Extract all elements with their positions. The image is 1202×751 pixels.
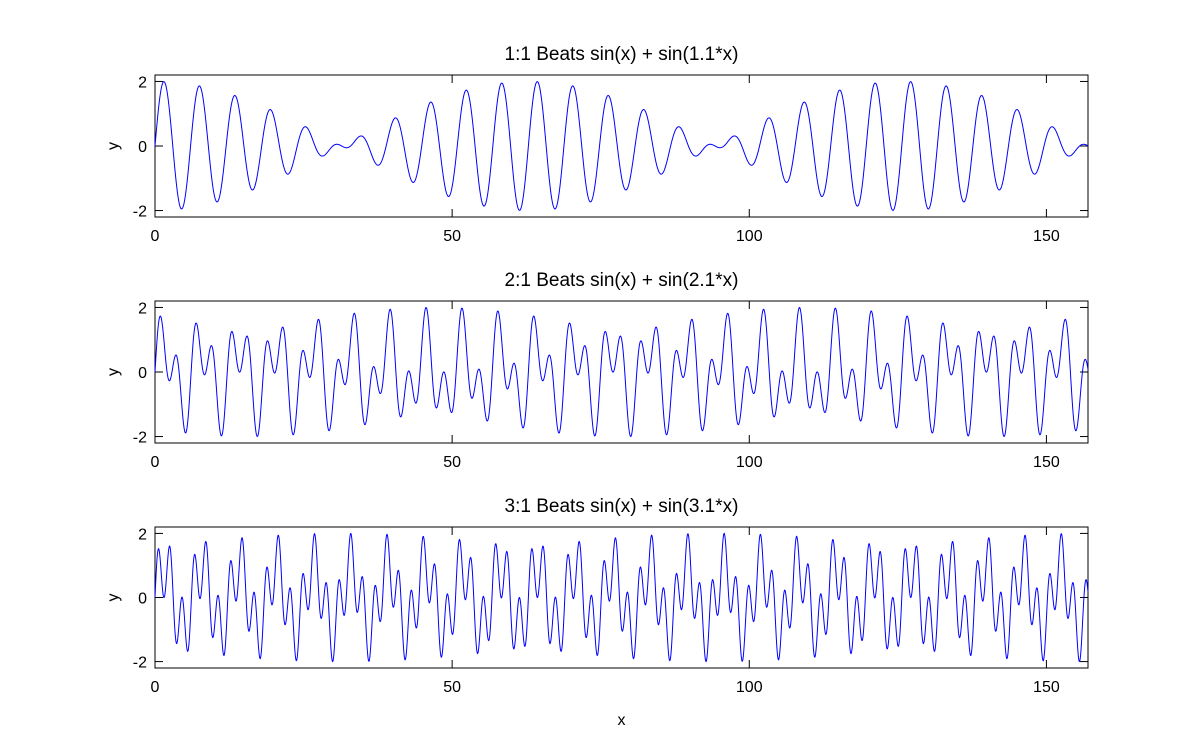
chart-3-ytick-label: 0	[138, 591, 147, 608]
chart-2-xtick-label: 150	[1033, 454, 1060, 471]
chart-1-title: 1:1 Beats sin(x) + sin(1.1*x)	[505, 44, 739, 65]
chart-1-series-line	[154, 81, 1089, 211]
chart-1-ytick-label: 2	[138, 74, 147, 91]
chart-2-xtick-label: 100	[736, 454, 763, 471]
chart-1-xtick-label: 100	[736, 228, 763, 245]
chart-2-ytick-label: -2	[133, 430, 147, 447]
chart-3-series-line	[154, 532, 1089, 663]
chart-1-ylabel: y	[105, 142, 122, 150]
chart-3-xtick-label: 0	[151, 679, 160, 696]
chart-3-xtick-label: 100	[736, 679, 763, 696]
chart-1-xtick-label: 50	[443, 228, 461, 245]
chart-3-xlabel: x	[618, 712, 626, 729]
chart-1-frame	[154, 74, 1089, 218]
chart-2-ytick-label: 2	[138, 300, 147, 317]
chart-2-title: 2:1 Beats sin(x) + sin(2.1*x)	[505, 270, 739, 291]
chart-2-frame	[154, 300, 1089, 444]
chart-3-xtick-label: 150	[1033, 679, 1060, 696]
chart-3-xtick-label: 50	[443, 679, 461, 696]
chart-3-ytick-label: 2	[138, 526, 147, 543]
chart-3-ylabel: y	[105, 594, 122, 602]
chart-2-xtick-label: 50	[443, 454, 461, 471]
chart-1-xtick-label: 0	[151, 228, 160, 245]
chart-3-title: 3:1 Beats sin(x) + sin(3.1*x)	[505, 496, 739, 517]
chart-2-xtick-label: 0	[151, 454, 160, 471]
chart-2-ytick-label: 0	[138, 365, 147, 382]
chart-1-ytick-label: -2	[133, 204, 147, 221]
chart-1-ytick-label: 0	[138, 139, 147, 156]
chart-2-series-line	[154, 306, 1089, 438]
chart-3-ytick-label: -2	[133, 655, 147, 672]
chart-1-xtick-label: 150	[1033, 228, 1060, 245]
chart-2-ylabel: y	[105, 368, 122, 376]
